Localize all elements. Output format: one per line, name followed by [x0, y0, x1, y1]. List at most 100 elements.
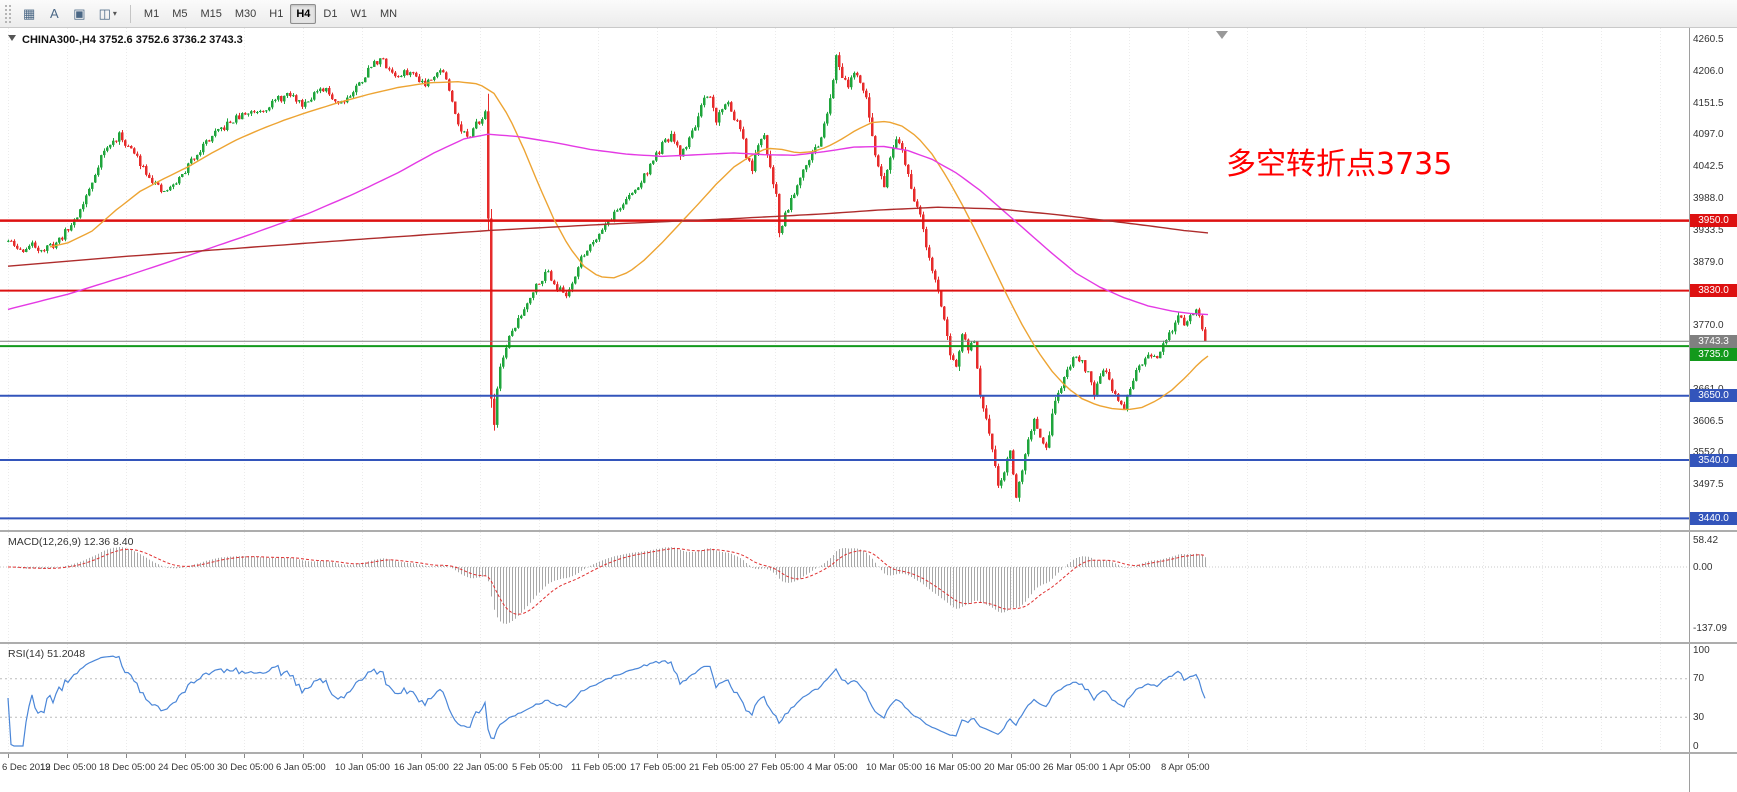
time-tick — [539, 754, 540, 758]
toolbar-separator — [129, 4, 131, 23]
macd-label: MACD(12,26,9) 12.36 8.40 — [8, 536, 134, 548]
time-label: 6 Dec 2019 — [2, 762, 51, 773]
price-tick-label: 4151.5 — [1693, 97, 1724, 109]
price-level-badge: 3540.0 — [1690, 453, 1737, 467]
time-label: 21 Feb 05:00 — [689, 762, 745, 773]
candles — [7, 52, 1207, 502]
time-label: 17 Feb 05:00 — [630, 762, 686, 773]
time-label: 18 Dec 05:00 — [99, 762, 156, 773]
time-label: 24 Dec 05:00 — [158, 762, 215, 773]
period-w1-button[interactable]: W1 — [350, 7, 367, 20]
time-label: 26 Mar 05:00 — [1043, 762, 1099, 773]
price-level-badge: 3440.0 — [1690, 511, 1737, 525]
time-tick — [1070, 754, 1071, 758]
candlestick-style-icon-button[interactable]: ◫ ▾ — [93, 4, 123, 24]
chart-window-icon: ▣ — [73, 6, 86, 21]
time-axis[interactable]: 6 Dec 2019 12 Dec 05:00 18 Dec 05:00 24 Dec… — [0, 754, 1689, 792]
macd-scale-label: -137.09 — [1693, 623, 1727, 635]
text-label-tool-icon-button[interactable]: A — [42, 4, 66, 24]
price-scale[interactable]: 4260.5 4206.0 4151.5 4097.0 4042.5 3988.0 3933… — [1689, 28, 1737, 792]
time-tick — [185, 754, 186, 758]
time-tick — [893, 754, 894, 758]
price-tick-label: 4097.0 — [1693, 129, 1724, 141]
timeframe-button-group: M1 M5 M15 M30 H1 H4 D1 W1 MN — [138, 3, 403, 24]
chart-title: CHINA300-,H4 3752.6 3752.6 3736.2 3743.3 — [22, 34, 243, 46]
period-m1-button[interactable]: M1 — [143, 7, 160, 20]
toolbar-icon-group: ▦ A ▣ ◫ ▾ — [17, 4, 123, 24]
time-label: 20 Mar 05:00 — [984, 762, 1040, 773]
time-label: 27 Feb 05:00 — [748, 762, 804, 773]
period-m15-button[interactable]: M15 — [200, 7, 222, 20]
time-tick — [834, 754, 835, 758]
rsi-pane[interactable]: RSI(14) 51.2048 — [0, 644, 1689, 752]
chart-window-icon-button[interactable]: ▣ — [67, 4, 91, 24]
time-tick — [657, 754, 658, 758]
macd-scale-label: 0.00 — [1693, 561, 1713, 573]
rsi-scale-label: 70 — [1693, 673, 1705, 685]
time-tick — [775, 754, 776, 758]
time-tick — [8, 754, 9, 758]
mid-ma-line — [7, 133, 1209, 316]
time-label: 22 Jan 05:00 — [453, 762, 508, 773]
pane-separator[interactable] — [0, 530, 1737, 532]
period-m30-button[interactable]: M30 — [234, 7, 257, 20]
time-label: 8 Apr 05:00 — [1161, 762, 1210, 773]
time-tick — [244, 754, 245, 758]
time-label: 4 Mar 05:00 — [807, 762, 858, 773]
time-label: 1 Apr 05:00 — [1102, 762, 1151, 773]
period-h1-button[interactable]: H1 — [269, 7, 284, 20]
rsi-scale-label: 100 — [1693, 644, 1710, 656]
time-label: 10 Jan 05:00 — [335, 762, 390, 773]
annotation-text: 多空转折点3735 — [1226, 147, 1452, 182]
price-tick-label: 4260.5 — [1693, 33, 1724, 45]
rsi-scale-label: 30 — [1693, 711, 1705, 723]
price-level-badge: 3950.0 — [1690, 214, 1737, 228]
price-tick-label: 3606.5 — [1693, 415, 1724, 427]
time-tick — [303, 754, 304, 758]
chart-grid-icon-button[interactable]: ▦ — [17, 4, 41, 24]
chart-grid-icon: ▦ — [23, 6, 36, 21]
price-tick-label: 4206.0 — [1693, 65, 1724, 77]
time-tick — [952, 754, 953, 758]
period-mn-button[interactable]: MN — [379, 7, 398, 20]
time-label: 10 Mar 05:00 — [866, 762, 922, 773]
price-tick-label: 4042.5 — [1693, 161, 1724, 173]
pane-separator[interactable] — [0, 752, 1737, 754]
time-label: 12 Dec 05:00 — [40, 762, 97, 773]
time-tick — [67, 754, 68, 758]
macd-histogram — [14, 547, 1206, 624]
period-m5-button[interactable]: M5 — [172, 7, 188, 20]
fast-ma-line — [49, 80, 1209, 411]
price-level-badge: 3735.0 — [1690, 347, 1737, 361]
price-tick-label: 3988.0 — [1693, 192, 1724, 204]
dropdown-caret-icon: ▾ — [112, 9, 117, 18]
pane-separator[interactable] — [0, 642, 1737, 644]
time-tick — [716, 754, 717, 758]
slow-ma-line — [7, 206, 1209, 267]
toolbar: ▦ A ▣ ◫ ▾ M1 M5 M15 M30 H1 H4 D1 W1 MN — [0, 0, 1737, 28]
period-h4-button[interactable]: H4 — [290, 3, 317, 24]
main-chart-pane[interactable]: CHINA300-,H4 3752.6 3752.6 3736.2 3743.3… — [0, 28, 1689, 530]
period-d1-button[interactable]: D1 — [323, 7, 338, 20]
rsi-label: RSI(14) 51.2048 — [8, 648, 85, 660]
rsi-scale-label: 0 — [1693, 740, 1699, 752]
time-label: 16 Mar 05:00 — [925, 762, 981, 773]
price-level-badge: 3830.0 — [1690, 284, 1737, 298]
price-tick-label: 3552.0 — [1693, 447, 1724, 458]
chart-shift-marker-icon[interactable] — [1216, 31, 1228, 39]
text-label-tool-icon: A — [49, 6, 59, 21]
one-click-trading-arrow-icon[interactable] — [8, 35, 16, 41]
rsi-line — [7, 655, 1206, 747]
time-tick — [362, 754, 363, 758]
time-label: 16 Jan 05:00 — [394, 762, 449, 773]
time-tick — [126, 754, 127, 758]
time-tick — [598, 754, 599, 758]
current-price-badge: 3743.3 — [1690, 334, 1737, 348]
time-tick — [1129, 754, 1130, 758]
toolbar-grip[interactable] — [5, 4, 11, 23]
macd-scale-label: 58.42 — [1693, 535, 1719, 547]
macd-pane[interactable]: MACD(12,26,9) 12.36 8.40 — [0, 532, 1689, 642]
time-label: 5 Feb 05:00 — [512, 762, 563, 773]
macd-signal-line — [8, 548, 1206, 615]
